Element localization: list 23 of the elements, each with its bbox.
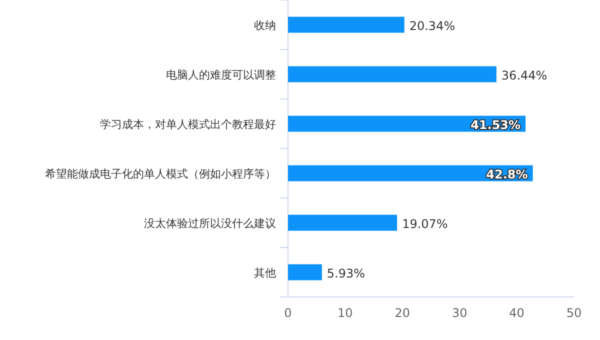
data-label: 36.44%	[501, 68, 548, 82]
data-label: 41.53%	[470, 118, 521, 132]
data-label: 5.93%	[326, 266, 366, 280]
x-tick-label: 50	[566, 306, 582, 320]
y-tick-label: 希望能做成电子化的单人模式（例如小程序等）	[45, 167, 276, 180]
bar	[288, 16, 404, 33]
x-tick-label: 0	[284, 306, 292, 320]
data-label: 19.07%	[402, 216, 448, 231]
data-label: 42.8%	[486, 167, 528, 182]
bar	[288, 214, 398, 231]
data-label: 20.34%	[409, 18, 456, 33]
bar	[288, 165, 533, 182]
bar	[288, 264, 322, 280]
y-tick-label: 没太体验过所以没什么建议	[144, 216, 276, 230]
y-tick-label: 其他	[254, 266, 276, 280]
x-tick-label: 30	[452, 306, 468, 320]
x-tick-label: 40	[509, 306, 524, 320]
y-tick-label: 收纳	[254, 18, 276, 32]
bar	[288, 66, 496, 82]
x-tick-label: 20	[394, 306, 410, 320]
y-tick-label: 电脑人的难度可以调整	[166, 68, 276, 82]
y-tick-label: 学习成本，对单人模式出个教程最好	[100, 118, 276, 131]
x-tick-label: 10	[338, 306, 353, 320]
